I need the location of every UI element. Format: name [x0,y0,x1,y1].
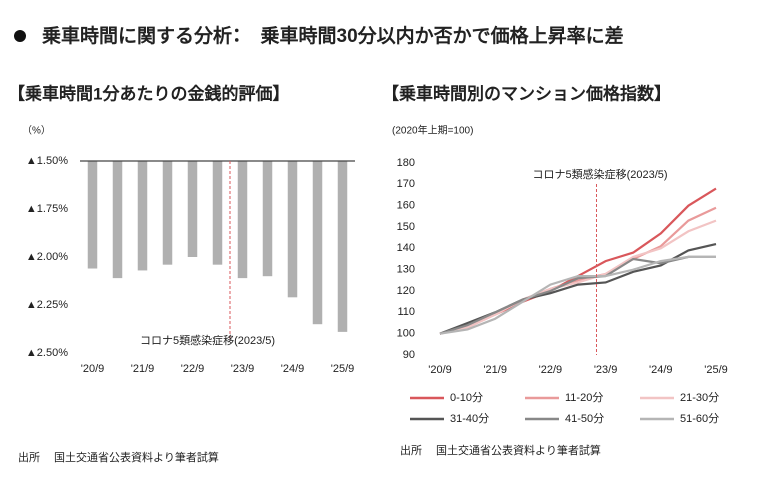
bar [237,161,248,279]
x-tick-label: '23/9 [231,363,255,375]
annotation: コロナ5類感染症移(2023/5) [532,167,667,181]
y-tick-label: ▲2.25% [26,299,68,311]
bullet [14,30,26,42]
line-series [439,219,717,335]
y-tick-label: 110 [397,306,415,318]
x-tick-label: '22/9 [181,363,205,375]
y-tick-label: ▲1.75% [26,203,68,215]
y-tick-label: ▲1.50% [26,155,68,167]
x-tick-label: '22/9 [539,364,563,376]
bar [162,161,173,265]
bar [312,161,323,325]
line-series [439,255,716,335]
bar [112,161,123,279]
y-tick-label: 100 [397,328,415,340]
legend-label: 11-20分 [565,391,603,404]
bar [137,161,148,271]
line-series [439,255,716,335]
x-tick-label: '23/9 [594,364,618,376]
legend-label: 31-40分 [450,412,489,425]
bar [187,161,198,257]
bar [87,161,98,269]
source: 出所 国土交通省公表資料より筆者試算 [18,450,219,464]
legend-label: 0-10分 [450,391,483,404]
x-tick-label: '20/9 [81,363,105,375]
line-series [439,206,717,335]
x-tick-label: '24/9 [649,364,673,376]
x-tick-label: '25/9 [704,364,728,376]
source: 出所 国土交通省公表資料より筆者試算 [400,443,601,457]
x-tick-label: '25/9 [331,363,355,375]
chart-title: 【乗車時間別のマンション価格指数】 [382,83,671,103]
annotation: コロナ5類感染症移(2023/5) [140,333,275,347]
unit-label: （%） [22,125,51,137]
x-tick-label: '20/9 [428,364,452,376]
bar [212,161,223,265]
subtitle: (2020年上期=100) [392,124,473,137]
bar [287,161,298,298]
y-tick-label: 140 [397,242,415,254]
y-tick-label: ▲2.00% [26,251,68,263]
y-tick-label: 150 [397,221,415,233]
x-tick-label: '24/9 [281,363,305,375]
legend-label: 21-30分 [680,391,719,404]
page-title: 乗車時間に関する分析： 乗車時間30分以内か否かで価格上昇率に差 [42,24,624,47]
y-tick-label: ▲2.50% [26,347,68,359]
y-tick-label: 90 [403,349,415,361]
legend-label: 51-60分 [680,412,719,425]
y-tick-label: 130 [397,264,415,276]
legend-label: 41-50分 [565,412,604,425]
y-tick-label: 120 [397,285,415,297]
bar [337,161,348,332]
x-tick-label: '21/9 [483,364,507,376]
y-tick-label: 180 [397,157,415,169]
chart-title: 【乗車時間1分あたりの金銭的評価】 [8,83,289,103]
bar [262,161,273,277]
y-tick-label: 170 [397,178,415,190]
y-tick-label: 160 [397,200,415,212]
x-tick-label: '21/9 [131,363,155,375]
